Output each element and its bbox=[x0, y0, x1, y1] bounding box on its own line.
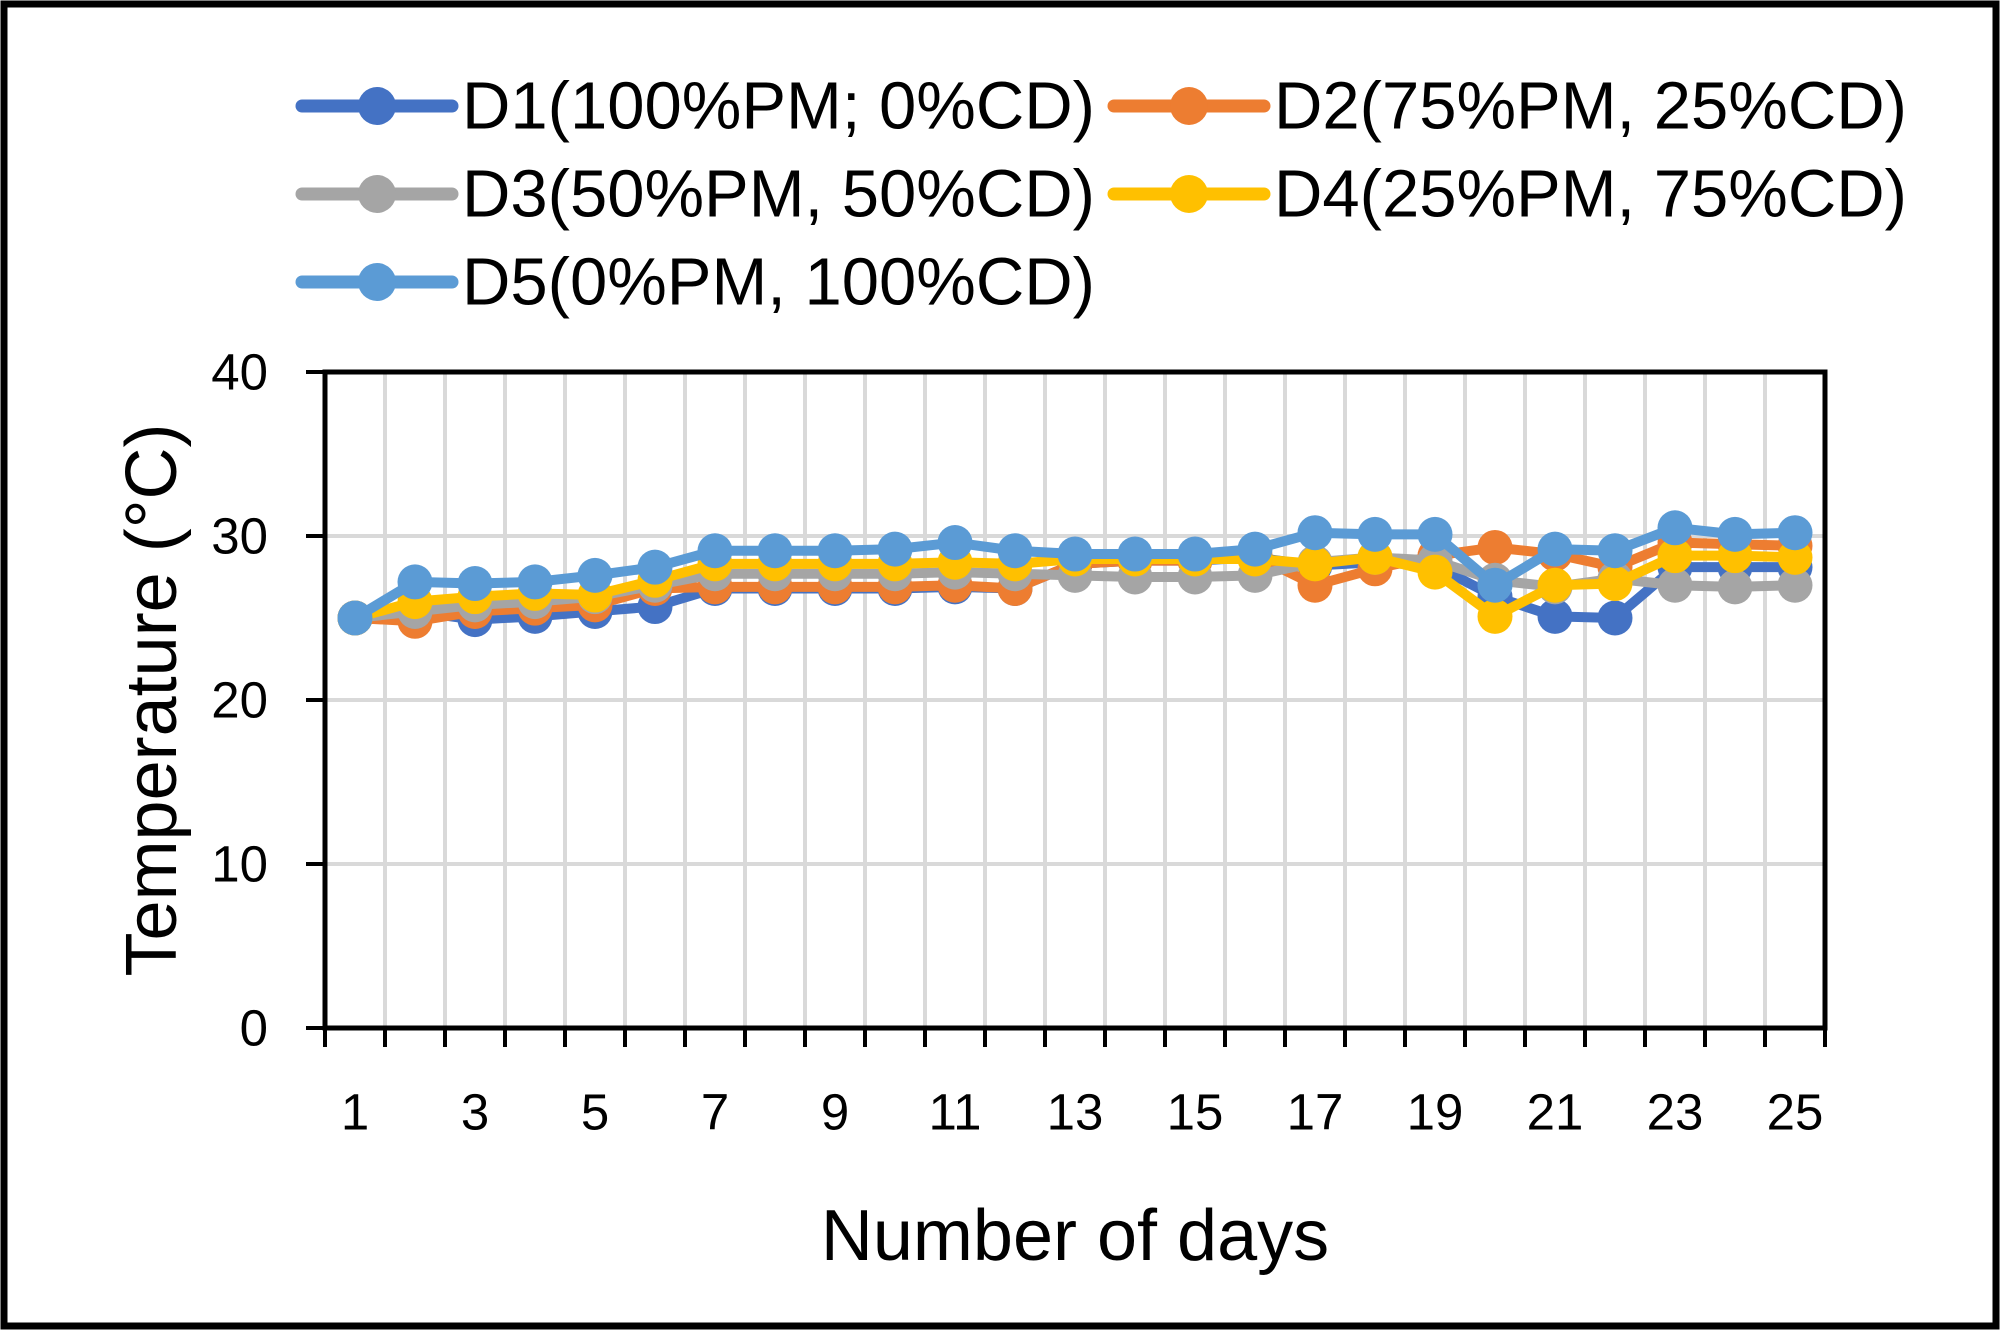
series-5-marker-day3 bbox=[457, 566, 493, 602]
series-5-marker-day23 bbox=[1657, 510, 1693, 546]
series-2-marker-day20 bbox=[1477, 529, 1513, 565]
legend-marker-d1 bbox=[358, 87, 396, 125]
x-tick-23: 23 bbox=[1647, 1084, 1704, 1141]
legend-item-d2: D2(75%PM, 25%CD) bbox=[1107, 69, 1907, 144]
series-3-marker-day25 bbox=[1777, 567, 1813, 603]
x-tick-7: 7 bbox=[701, 1084, 729, 1141]
series-4-marker-day23 bbox=[1657, 538, 1693, 574]
series-4-marker-day25 bbox=[1777, 539, 1813, 575]
series-1-marker-day21 bbox=[1537, 598, 1573, 634]
legend-marker-d2 bbox=[1170, 87, 1208, 125]
legend-marker-d5 bbox=[358, 263, 396, 301]
legend-label-d4: D4(25%PM, 75%CD) bbox=[1274, 157, 1907, 232]
series-5-marker-day12 bbox=[997, 533, 1033, 569]
series-5-marker-day1 bbox=[337, 600, 373, 636]
x-tick-1: 1 bbox=[341, 1084, 369, 1141]
series-5-marker-day20 bbox=[1477, 567, 1513, 603]
series-5-marker-day21 bbox=[1537, 531, 1573, 567]
series-5-marker-day18 bbox=[1357, 516, 1393, 552]
x-axis-tick-labels: 1 3 5 7 9 11 13 15 17 19 21 23 25 bbox=[341, 1084, 1824, 1141]
series-5-marker-day19 bbox=[1417, 516, 1453, 552]
series-5-marker-day24 bbox=[1717, 516, 1753, 552]
legend-item-d5: D5(0%PM, 100%CD) bbox=[295, 245, 1095, 320]
series-3-marker-day23 bbox=[1657, 567, 1693, 603]
x-tick-5: 5 bbox=[581, 1084, 609, 1141]
series-5-marker-day22 bbox=[1597, 533, 1633, 569]
series-5-marker-day13 bbox=[1057, 536, 1093, 572]
series-4-marker-day20 bbox=[1477, 598, 1513, 634]
series-4-marker-day17 bbox=[1297, 546, 1333, 582]
series-4-marker-day21 bbox=[1537, 567, 1573, 603]
series-5 bbox=[337, 510, 1813, 636]
series-5-marker-day8 bbox=[757, 533, 793, 569]
x-axis-title: Number of days bbox=[821, 1196, 1329, 1276]
legend-label-d1: D1(100%PM; 0%CD) bbox=[462, 69, 1095, 144]
x-tick-3: 3 bbox=[461, 1084, 489, 1141]
series-5-marker-day25 bbox=[1777, 515, 1813, 551]
x-tick-17: 17 bbox=[1287, 1084, 1344, 1141]
legend-label-d2: D2(75%PM, 25%CD) bbox=[1274, 69, 1907, 144]
y-tick-30: 30 bbox=[211, 508, 268, 565]
series-5-marker-day9 bbox=[817, 533, 853, 569]
y-tick-40: 40 bbox=[211, 344, 268, 401]
y-axis-title: Temperature (°C) bbox=[112, 424, 192, 977]
x-tick-15: 15 bbox=[1167, 1084, 1224, 1141]
legend-item-d3: D3(50%PM, 50%CD) bbox=[295, 157, 1095, 232]
y-tick-10: 10 bbox=[211, 836, 268, 893]
legend-item-d1: D1(100%PM; 0%CD) bbox=[295, 69, 1095, 144]
x-tick-19: 19 bbox=[1407, 1084, 1464, 1141]
legend-marker-d4 bbox=[1170, 175, 1208, 213]
x-tick-13: 13 bbox=[1047, 1084, 1104, 1141]
series-3-marker-day24 bbox=[1717, 569, 1753, 605]
legend-marker-d3 bbox=[358, 175, 396, 213]
series-5-marker-day6 bbox=[637, 549, 673, 585]
series-1-marker-day22 bbox=[1597, 600, 1633, 636]
series-5-marker-day11 bbox=[937, 525, 973, 561]
series-5-marker-day16 bbox=[1237, 531, 1273, 567]
series-5-marker-day5 bbox=[577, 557, 613, 593]
series-5-marker-day15 bbox=[1177, 536, 1213, 572]
series-4-marker-day19 bbox=[1417, 554, 1453, 590]
series-5-marker-day17 bbox=[1297, 515, 1333, 551]
x-tick-9: 9 bbox=[821, 1084, 849, 1141]
series-5-marker-day14 bbox=[1117, 536, 1153, 572]
legend-label-d5: D5(0%PM, 100%CD) bbox=[462, 245, 1095, 320]
series-5-marker-day4 bbox=[517, 564, 553, 600]
series-5-marker-day7 bbox=[697, 533, 733, 569]
series-5-marker-day10 bbox=[877, 531, 913, 567]
plot-series bbox=[337, 510, 1813, 639]
legend-label-d3: D3(50%PM, 50%CD) bbox=[462, 157, 1095, 232]
x-tick-25: 25 bbox=[1767, 1084, 1824, 1141]
x-tick-21: 21 bbox=[1527, 1084, 1584, 1141]
legend-item-d4: D4(25%PM, 75%CD) bbox=[1107, 157, 1907, 232]
gridlines bbox=[325, 372, 1825, 1028]
y-tick-0: 0 bbox=[240, 1000, 268, 1057]
series-4-marker-day22 bbox=[1597, 566, 1633, 602]
axis-tick-marks bbox=[306, 370, 1827, 1047]
series-5-marker-day2 bbox=[397, 564, 433, 600]
legend: D1(100%PM; 0%CD) D2(75%PM, 25%CD) D3(50%… bbox=[295, 69, 1907, 320]
x-tick-11: 11 bbox=[929, 1084, 982, 1141]
y-tick-20: 20 bbox=[211, 672, 268, 729]
y-axis-tick-labels: 40 30 20 10 0 bbox=[211, 344, 268, 1057]
